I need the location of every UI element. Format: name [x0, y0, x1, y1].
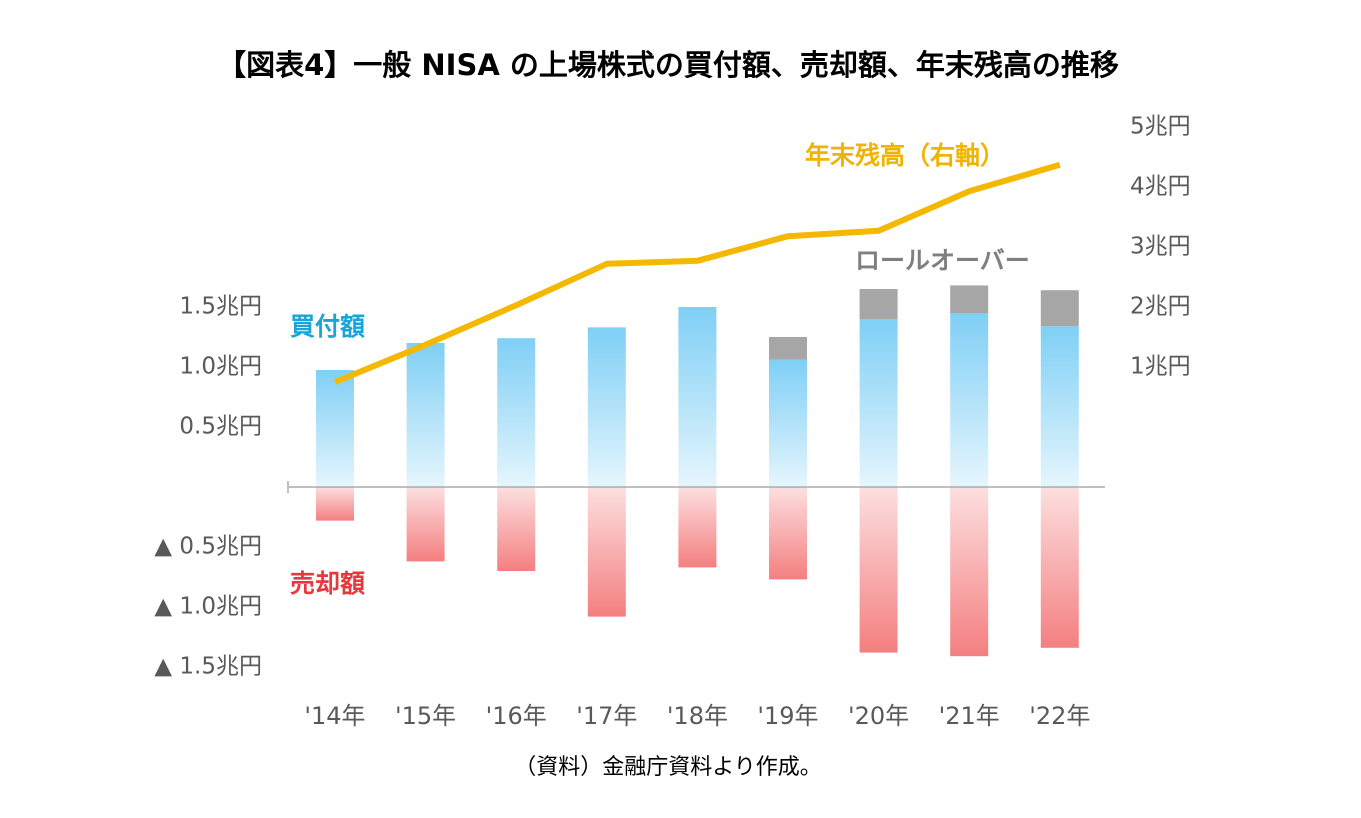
bar [1040, 290, 1079, 327]
x-tick-label: '15年 [395, 702, 456, 730]
bar [497, 338, 536, 487]
x-tick-label: '20年 [848, 702, 909, 730]
chart-title: 【図表4】一般 NISA の上場株式の買付額、売却額、年末残高の推移 [217, 48, 1119, 82]
bar [859, 319, 898, 487]
x-tick-label: '18年 [667, 702, 728, 730]
y2-tick-label: 1兆円 [1130, 354, 1191, 380]
bar [769, 359, 807, 487]
bar [587, 487, 626, 617]
y2-tick-label: 5兆円 [1130, 114, 1191, 140]
bar [678, 307, 717, 487]
y2-tick-label: 4兆円 [1130, 174, 1191, 200]
y2-tick-label: 3兆円 [1130, 234, 1191, 260]
bar [950, 285, 989, 313]
series-label: 買付額 [290, 312, 365, 341]
source-note: （資料）金融庁資料より作成。 [514, 755, 822, 780]
bar [769, 337, 807, 360]
bar [950, 313, 989, 487]
series-label: ロールオーバー [855, 246, 1030, 275]
y-tick-label: 1.0兆円 [179, 354, 262, 380]
y-tick-label: 0.5兆円 [179, 414, 262, 440]
y-tick-label: 1.5兆円 [179, 294, 262, 320]
x-tick-label: '14年 [304, 702, 365, 730]
x-tick-label: '21年 [939, 702, 1000, 730]
y-tick-label: ▲ 1.0兆円 [154, 594, 262, 620]
bar [1040, 487, 1079, 648]
y-tick-label: ▲ 1.5兆円 [154, 654, 262, 680]
bar [406, 487, 445, 562]
x-tick-label: '16年 [486, 702, 547, 730]
bar [406, 343, 445, 487]
x-tick-label: '17年 [576, 702, 637, 730]
bar [678, 487, 717, 568]
y-tick-label: ▲ 0.5兆円 [154, 534, 262, 560]
bar [950, 487, 989, 657]
bar [587, 327, 626, 487]
bar [497, 487, 536, 571]
bar [769, 487, 807, 580]
line [333, 161, 1061, 385]
bar [859, 289, 898, 319]
bar [1040, 326, 1079, 487]
y2-tick-label: 2兆円 [1130, 294, 1191, 320]
series-label: 売却額 [290, 569, 365, 598]
bar [316, 487, 354, 521]
series-label: 年末残高（右軸） [805, 141, 1005, 170]
x-tick-label: '19年 [757, 702, 818, 730]
bar [859, 487, 898, 653]
x-tick-label: '22年 [1029, 702, 1090, 730]
bar [316, 370, 354, 487]
